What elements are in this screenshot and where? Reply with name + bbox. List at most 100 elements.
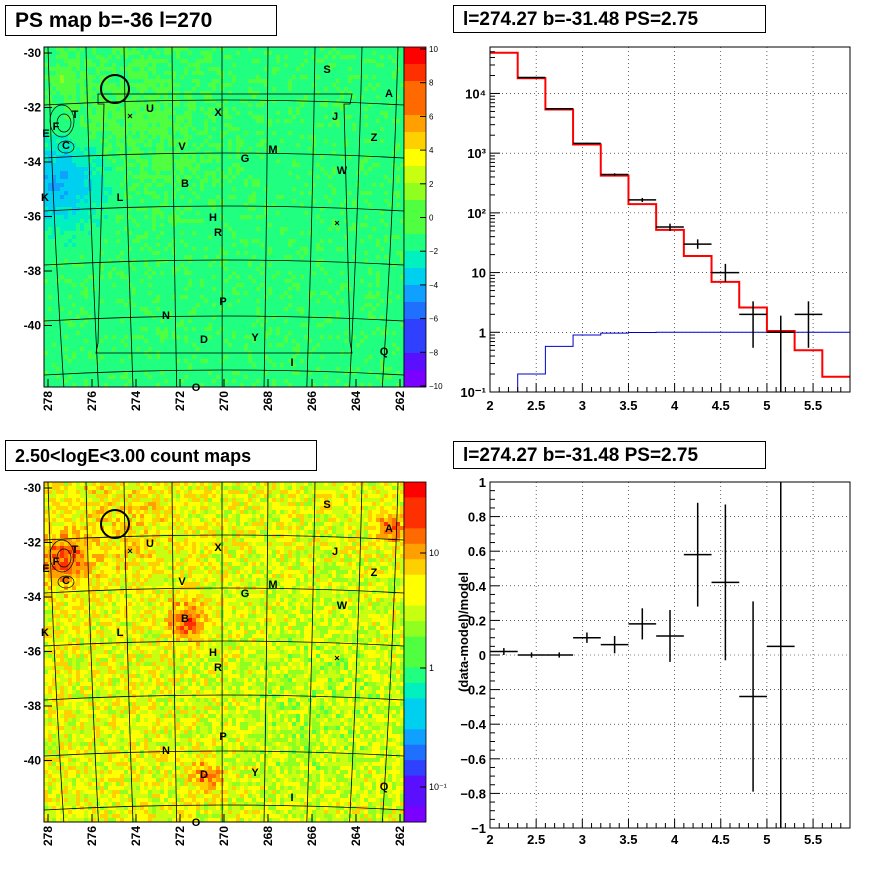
ps-map-colorbar: 10 8 6 4 2 0 −2 −4 −6 −8 −10 [403,45,443,391]
source-label-n: N [162,745,170,757]
colorbar-tick-label: 10 [429,548,439,558]
colorbar-band [404,806,426,823]
source-label-u: U [146,538,154,550]
colorbar-band [404,302,426,320]
ps-map-source-labels: S A U X J TF Z E C V G M W B K L HR P N D Y Q I O [41,64,393,394]
x-tick-label: 5 [763,832,770,847]
colorbar-band [404,543,426,560]
source-label-i: I [290,792,293,804]
colorbar-band [404,652,426,668]
colorbar-band [404,353,426,371]
colorbar-tick-label: −4 [429,281,439,290]
residual-point [573,632,601,643]
colorbar-tick-label: 1 [429,663,434,673]
count-map-colorbar: 10 1 10⁻¹ [403,481,447,823]
source-label-a: A [385,523,393,535]
model-total-histogram [490,51,850,378]
y-tick-label: 0.4 [468,579,487,594]
residual-point [517,652,546,658]
count-map-coord-grid [43,481,405,823]
y-tick-label: −0.6 [460,752,486,767]
source-label-b: B [181,178,189,190]
colorbar-band [404,574,426,591]
source-label-d: D [200,769,208,781]
source-label-q: Q [380,781,389,793]
residual-point [711,504,740,661]
x-tick-label: 274 [129,826,143,846]
colorbar-band [404,149,426,167]
residual-point [739,601,767,792]
y-tick-label: 1 [479,325,486,340]
source-label-u: U [146,103,154,115]
count-map-title: 2.50<logE<3.00 count maps [5,440,317,471]
source-label-w: W [337,600,348,612]
y-tick-label: -32 [24,101,42,115]
x-tick-label: 270 [217,391,231,411]
colorbar-band [404,319,426,337]
data-point [545,107,574,110]
y-tick-label: -36 [24,210,42,224]
colorbar-frame [403,481,427,823]
source-label-w: W [337,165,348,177]
colorbar-band [404,64,426,82]
colorbar-tick-label: −8 [429,348,439,357]
source-label-z: Z [371,132,378,144]
source-label-m: M [268,144,277,156]
colorbar-band [404,482,426,498]
residual-point [628,608,657,640]
x-tick-label: 274 [129,391,143,411]
source-label-t: T [72,544,79,556]
colorbar-tick-label: −10 [429,382,443,391]
count-map-image [44,482,404,822]
colorbar-band [404,183,426,201]
spectrum-frame [489,46,851,393]
y-tick-label: 10³ [467,146,486,161]
source-label-e: E [42,563,49,575]
y-tick-label: 10² [467,206,486,221]
data-point [739,301,767,348]
x-tick-label: 266 [305,391,319,411]
source-label-l: L [117,192,124,204]
colorbar-band [404,621,426,638]
x-tick-label: 4 [671,398,679,413]
colorbar-band [404,132,426,150]
x-tick-label: 4.5 [712,832,730,847]
colorbar-band [404,512,426,529]
x-tick-label: 2 [486,832,493,847]
colorbar-band [404,698,426,715]
x-tick-label: 272 [173,826,187,846]
colorbar-band [404,590,426,607]
residual-x-axis: 2 2.5 3 3.5 4 4.5 5 5.5 [486,819,851,847]
colorbar-band [404,667,426,684]
source-label-j: J [332,546,338,558]
residual-point [656,610,684,662]
ps-map-contours [49,104,75,154]
colorbar-tick-label: 0 [429,214,434,223]
x-tick-label: 262 [393,826,407,846]
colorbar-band [404,217,426,235]
source-label-y: Y [251,767,259,779]
count-map-y-axis: -30 -32 -34 -36 -38 -40 [24,481,52,768]
source-label-e: E [42,128,49,140]
model-source-histogram [517,331,850,392]
source-label-v: V [178,576,186,588]
x-tick-label: 2.5 [527,832,545,847]
ps-map-y-axis: -30 -32 -34 -36 -38 -40 [24,46,52,333]
count-map-source-labels: S A U X J TF Z E C V G M W B K L HR P N D Y Q I O [41,499,393,829]
source-label-a: A [385,88,393,100]
x-tick-label: 3.5 [619,398,637,413]
source-label-x: X [214,542,222,554]
x-tick-label: 278 [41,391,55,411]
x-tick-label: 268 [261,391,275,411]
x-tick-label: 270 [217,826,231,846]
source-label-d: D [200,334,208,346]
source-label-o: O [192,382,201,394]
source-label-b: B [181,613,189,625]
spectrum-title: l=274.27 b=-31.48 PS=2.75 [453,5,766,33]
colorbar-band [404,370,426,388]
y-tick-label: -34 [24,590,42,604]
source-label-g: G [241,153,250,165]
source-label-n: N [162,310,170,322]
colorbar-tick-label: 4 [429,146,434,155]
